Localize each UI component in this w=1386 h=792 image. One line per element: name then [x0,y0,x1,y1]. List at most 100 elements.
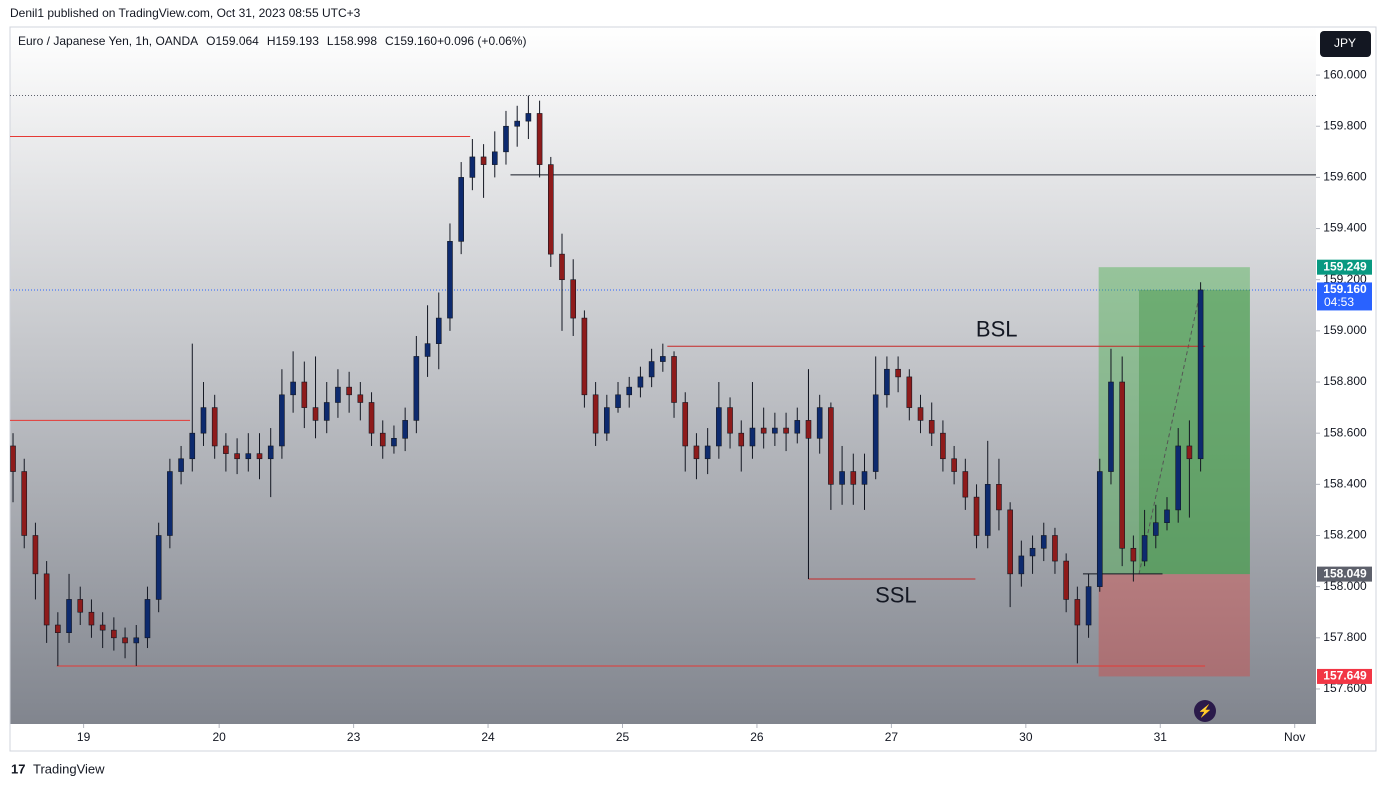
currency-button[interactable] [1320,31,1371,57]
candle-body [1175,445,1181,511]
candle-body [133,637,140,644]
candle-body [21,471,28,536]
candle-body [794,420,801,434]
candle-body [1108,381,1114,472]
candle-body [301,381,308,408]
candle-body [604,407,610,434]
candle-body [66,599,72,633]
x-tick-label: 25 [616,730,630,744]
price-badge [1317,282,1372,311]
y-tick-label: 158.800 [1323,374,1367,388]
candle-body [480,156,487,165]
ohlc-key: H [267,34,276,48]
stop-zone [1098,574,1250,677]
candle-body [234,453,240,460]
candle-body [469,156,476,178]
candle-body [570,279,577,319]
plot: BSL SSL [10,95,1316,677]
candle-body [435,317,442,344]
ohlc-value: 159.193 [276,34,320,48]
candle-body [850,471,857,485]
x-tick-label: Nov [1284,730,1305,744]
x-tick-label: 31 [1154,730,1168,744]
candle-body [839,471,845,485]
countdown: 04:53 [1324,295,1354,309]
candle-body [581,317,588,396]
candle-body [660,356,666,362]
candle-body [122,637,128,644]
symbol: Euro / Japanese Yen, 1h, OANDA [18,34,198,48]
candle-body [245,453,252,460]
candle-body [323,402,330,421]
candle-body [996,484,1002,511]
brand: TradingView [33,761,105,776]
candle-body [1007,509,1013,575]
candle-body [178,458,184,472]
candle-body [973,496,980,536]
candle-body [111,629,117,639]
candle-body [1074,599,1081,626]
candle-body [491,151,498,165]
candle-body [514,120,520,127]
y-tick-label: 159.400 [1323,221,1367,235]
x-tick-label: 19 [77,730,91,744]
price-axis-bg [1316,27,1376,751]
candle-body [312,407,319,421]
publisher: Denil1 published on TradingView.com, Oct… [10,6,361,20]
ohlc-value: 159.064 [215,34,259,48]
candle-body [772,427,778,434]
candle-body [368,402,375,434]
price-badge [1317,566,1372,582]
y-tick-label: 158.400 [1323,477,1367,491]
candle-body [738,432,745,447]
candle-body [693,445,700,460]
candle-body [279,394,285,447]
candle-body [559,253,565,281]
candle-body [872,394,879,472]
price-badge [1317,668,1372,684]
candle-body [928,420,935,434]
time-axis-bg [10,724,1316,751]
y-tick-label: 158.200 [1323,528,1367,542]
candle-body [536,113,543,165]
candle-body [1096,471,1103,587]
candle-body [77,599,84,613]
y-tick-label: 159.200 [1323,272,1367,286]
alert-icon[interactable] [1194,700,1216,722]
candle-body [884,368,890,396]
candle-body [626,386,633,396]
candle-body [906,376,913,408]
ohlc-value: +0.096 (+0.06%) [437,34,526,48]
annotation: BSL [976,317,1018,342]
candle-body [424,343,431,357]
price-badge-label: 157.649 [1323,669,1367,683]
candle-body [447,241,453,319]
frame [9,26,1377,752]
candle-body [1164,509,1170,524]
candle-body [816,407,823,439]
candle-body [760,427,767,434]
candle-body [1130,547,1137,562]
currency-label: JPY [1334,36,1356,50]
ohlc-key: L [327,34,334,48]
price-badge-label: 159.249 [1323,259,1367,273]
candle-body [615,394,621,408]
candle-body [267,445,274,460]
candle-body [727,407,733,434]
candle-body [88,611,95,626]
y-tick-label: 159.800 [1323,118,1367,132]
candle-body [1018,555,1025,575]
candle-body [357,394,364,403]
candle-body [223,445,229,454]
candle-body [55,624,61,633]
price-badge-label: 158.049 [1323,566,1367,580]
x-tick-label: 23 [347,730,361,744]
ohlc-value: 158.998 [334,34,378,48]
y-tick-label: 159.600 [1323,170,1367,184]
candle-body [1052,535,1058,562]
price-badge [1317,259,1372,275]
candle-body [917,407,924,421]
candle-body [1063,560,1069,600]
